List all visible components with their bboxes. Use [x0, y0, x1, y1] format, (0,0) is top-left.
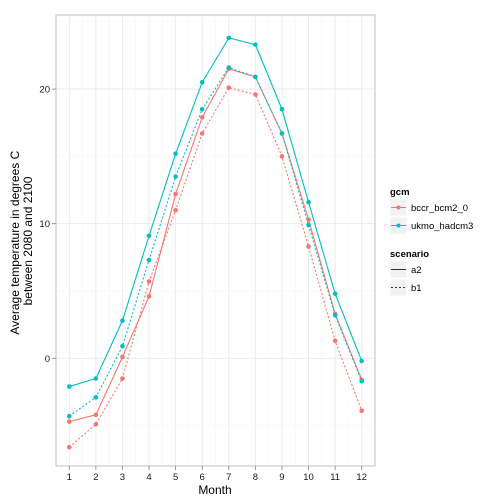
y-axis-title-line-2: between 2080 and 2100 — [21, 176, 35, 305]
data-point — [120, 343, 125, 349]
data-point — [332, 312, 338, 318]
data-point — [173, 151, 178, 156]
data-point — [173, 191, 178, 197]
x-tick-label: 1 — [67, 472, 72, 483]
y-tick-label: 0 — [45, 354, 50, 365]
data-point — [66, 413, 72, 419]
data-point — [66, 384, 72, 389]
data-point — [93, 376, 99, 381]
data-point — [199, 80, 205, 85]
data-point — [332, 338, 338, 344]
legend-gcm: gcm bccr_bcm2_0 ukmo_hadcm3 — [389, 187, 473, 235]
x-tick-label: 3 — [120, 472, 125, 483]
data-point — [199, 131, 205, 136]
x-tick-label: 10 — [303, 472, 314, 483]
x-tick-label: 7 — [226, 472, 231, 483]
x-tick-label: 8 — [253, 472, 258, 483]
x-tick-label: 4 — [146, 472, 151, 483]
data-point — [253, 92, 258, 97]
data-point — [120, 318, 125, 323]
legend-label-b1: b1 — [411, 283, 422, 294]
data-point — [120, 376, 125, 381]
y-axis: 0 10 20 — [39, 85, 56, 365]
legend-scenario-title: scenario — [390, 249, 429, 260]
x-tick-label: 12 — [356, 472, 367, 483]
x-tick-label: 11 — [330, 472, 340, 483]
data-point — [66, 419, 72, 424]
data-point — [359, 378, 365, 384]
data-point — [199, 115, 205, 120]
data-point — [306, 199, 311, 205]
series-layer — [66, 35, 365, 450]
data-point — [253, 74, 258, 80]
data-point — [226, 35, 232, 41]
data-point — [306, 217, 311, 222]
series-line — [68, 87, 363, 448]
data-point — [93, 412, 99, 418]
data-point — [279, 131, 285, 136]
data-point — [93, 395, 99, 400]
data-point — [332, 291, 338, 296]
data-point — [146, 257, 152, 263]
y-tick-label: 20 — [39, 85, 50, 96]
x-tick-label: 2 — [93, 472, 98, 483]
data-point — [279, 106, 285, 112]
data-point — [146, 233, 152, 239]
legend-key-point — [396, 223, 401, 228]
x-tick-label: 5 — [173, 472, 178, 483]
y-axis-title: Average temperature in degrees C between… — [8, 147, 35, 334]
data-point — [146, 294, 152, 299]
legend-key-box — [389, 278, 408, 297]
x-axis: 1 2 3 4 5 6 7 8 9 10 11 12 — [67, 466, 367, 483]
data-point — [199, 106, 205, 112]
data-point — [359, 358, 365, 364]
series-line — [69, 37, 363, 388]
series-line — [69, 68, 363, 423]
data-point — [173, 174, 178, 179]
legend-label-ukmo-hadcm3: ukmo_hadcm3 — [411, 221, 473, 232]
legend-label-a2: a2 — [411, 265, 422, 276]
legend-label-bccr-bcm2-0: bccr_bcm2_0 — [411, 203, 468, 214]
data-point — [226, 85, 232, 90]
legend-scenario: scenario a2 b1 — [389, 249, 429, 297]
panel-border — [55, 14, 376, 467]
data-point — [306, 222, 311, 228]
data-point — [120, 354, 125, 360]
data-point — [226, 65, 232, 70]
data-point — [359, 408, 365, 414]
data-point — [146, 279, 152, 284]
data-point — [306, 244, 311, 249]
legend-key-point — [396, 205, 401, 210]
data-point — [173, 207, 178, 213]
x-axis-title: Month — [198, 483, 231, 497]
y-tick-label: 10 — [39, 219, 50, 230]
data-point — [279, 154, 285, 159]
data-point — [93, 421, 99, 427]
x-tick-label: 9 — [279, 472, 284, 483]
data-point — [66, 444, 72, 450]
data-point — [253, 42, 258, 47]
y-axis-title-line-1: Average temperature in degrees C — [8, 150, 22, 334]
legend-gcm-title: gcm — [390, 187, 410, 198]
series-line — [68, 66, 363, 417]
x-tick-label: 6 — [200, 472, 205, 483]
plot-panel — [55, 14, 376, 467]
